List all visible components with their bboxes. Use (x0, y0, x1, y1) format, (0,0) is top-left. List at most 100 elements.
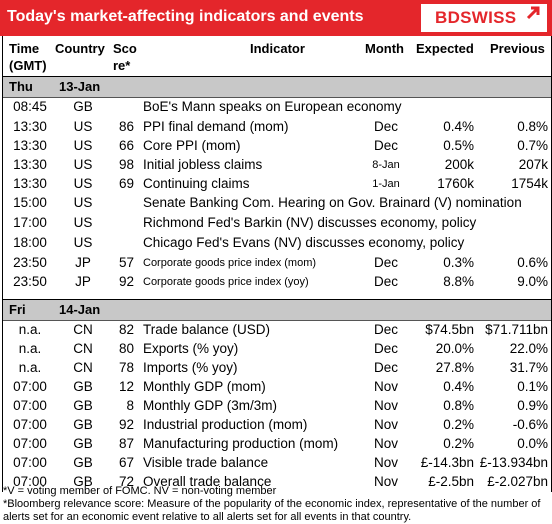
cell-time: 17:00 (13, 215, 47, 230)
cell-month: Nov (373, 474, 398, 489)
indicator-table: Time (GMT) Country Sco re* Indicator Mon… (2, 36, 552, 492)
cell-time: 13:30 (13, 157, 47, 172)
cell-indicator: Exports (% yoy) (143, 341, 239, 356)
cell-expected: 0.4% (443, 379, 474, 394)
cell-previous: 1754k (511, 176, 548, 191)
table-row: 08:45 GB BoE's Mann speaks on European eco… (3, 98, 551, 118)
cell-score: 72 (118, 474, 134, 489)
cell-month: Dec (373, 255, 398, 270)
footnotes: *V = voting member of FOMC. NV = non-vot… (3, 485, 551, 524)
cell-country: GB (73, 398, 93, 413)
cell-indicator: Corporate goods price index (yoy) (143, 276, 309, 288)
cell-month: Nov (373, 398, 398, 413)
cell-time: 18:00 (13, 235, 47, 250)
cell-previous: 0.1% (517, 379, 548, 394)
cell-time: 15:00 (13, 195, 47, 210)
cell-country: GB (73, 455, 93, 470)
cell-indicator: Manufacturing production (mom) (143, 436, 339, 451)
cell-expected: 20.0% (435, 341, 474, 356)
cell-time: 23:50 (13, 255, 47, 270)
cell-indicator: Monthly GDP (3m/3m) (143, 398, 278, 413)
cell-score: 69 (118, 176, 134, 191)
cell-month: Nov (373, 436, 398, 451)
logo-wordmark: BDSWISS (435, 8, 517, 27)
cell-country: US (73, 138, 93, 153)
table-row: 23:50 JP 92 Corporate goods price index (yo… (3, 273, 551, 292)
cell-country: US (73, 195, 93, 210)
cell-month: Nov (373, 379, 398, 394)
cell-country: GB (73, 474, 93, 489)
page-title: Today's market-affecting indicators and … (7, 8, 364, 25)
cell-country: GB (73, 379, 93, 394)
cell-country: CN (73, 322, 93, 337)
col-header-score: Sco re* (113, 41, 137, 73)
cell-month: Dec (373, 274, 398, 289)
cell-previous: $71.711bn (485, 322, 548, 337)
cell-indicator: Imports (% yoy) (143, 360, 238, 375)
cell-score: 82 (118, 322, 134, 337)
table-row: 23:50 JP 57 Corporate goods price index (mo… (3, 254, 551, 273)
cell-indicator: Core PPI (mom) (143, 138, 241, 153)
cell-month: Nov (373, 455, 398, 470)
table-row: 07:00 GB 72 Overall trade balance Nov £-2.5bn… (3, 473, 551, 492)
cell-indicator: Monthly GDP (mom) (143, 379, 266, 394)
table-row: 17:00 US Richmond Fed's Barkin (NV) discus… (3, 214, 551, 234)
cell-previous: 0.8% (517, 119, 548, 134)
cell-time: 08:45 (13, 99, 47, 114)
col-header-month: Month (365, 41, 404, 56)
cell-indicator: Senate Banking Com. Hearing on Gov. Brai… (143, 195, 522, 210)
cell-time: 13:30 (13, 119, 47, 134)
cell-month: Dec (373, 138, 398, 153)
cell-time: 07:00 (13, 455, 47, 470)
cell-expected: 27.8% (435, 360, 474, 375)
cell-previous: £-13.934bn (479, 455, 548, 470)
day-band: Thu 13-Jan (3, 77, 551, 98)
cell-time: 07:00 (13, 436, 47, 451)
footnote-voting: *V = voting member of FOMC. NV = non-vot… (3, 485, 277, 497)
cell-expected: 0.2% (443, 436, 474, 451)
cell-indicator: Industrial production (mom) (143, 417, 308, 432)
col-header-expected: Expected (416, 41, 474, 56)
cell-expected: $74.5bn (425, 322, 474, 337)
cell-previous: 0.6% (517, 255, 548, 270)
cell-indicator: Initial jobless claims (143, 157, 263, 172)
cell-previous: 22.0% (509, 341, 548, 356)
table-row: 07:00 GB 87 Manufacturing production (mom) N… (3, 435, 551, 454)
cell-country: GB (73, 436, 93, 451)
cell-score: 80 (118, 341, 134, 356)
cell-expected: 8.8% (443, 274, 474, 289)
cell-month: Dec (373, 322, 398, 337)
cell-indicator: Continuing claims (143, 176, 250, 191)
cell-month: Nov (373, 417, 398, 432)
cell-country: CN (73, 360, 93, 375)
cell-expected: 0.8% (443, 398, 474, 413)
table-body: Thu 13-Jan 08:45 GB BoE's Mann speaks on Eur… (3, 77, 551, 492)
cell-indicator: Chicago Fed's Evans (NV) discusses econo… (143, 235, 465, 250)
cell-indicator: Corporate goods price index (mom) (143, 257, 317, 269)
cell-score: 87 (118, 436, 134, 451)
cell-previous: -0.6% (512, 417, 548, 432)
cell-previous: 0.9% (517, 398, 548, 413)
table-row: 07:00 GB 67 Visible trade balance Nov £-14.3b… (3, 454, 551, 473)
cell-country: GB (73, 99, 93, 114)
cell-expected: £-14.3bn (420, 455, 474, 470)
col-header-previous: Previous (490, 41, 545, 56)
cell-time: n.a. (18, 360, 42, 375)
cell-month: Dec (373, 341, 398, 356)
table-row: 13:30 US 98 Initial jobless claims 8-Jan 200k… (3, 156, 551, 175)
cell-month: Dec (373, 119, 398, 134)
col-header-time: Time (GMT) (9, 41, 47, 73)
cell-score: 98 (118, 157, 134, 172)
logo-arrow-icon (526, 6, 540, 20)
day-date: 14-Jan (59, 302, 101, 317)
cell-month: 8-Jan (372, 159, 400, 171)
cell-expected: £-2.5bn (428, 474, 474, 489)
cell-country: JP (75, 255, 91, 270)
cell-expected: 200k (444, 157, 474, 172)
cell-score: 57 (118, 255, 134, 270)
cell-previous: 9.0% (517, 274, 548, 289)
cell-time: 07:00 (13, 417, 47, 432)
cell-time: 07:00 (13, 379, 47, 394)
cell-previous: 0.0% (517, 436, 548, 451)
